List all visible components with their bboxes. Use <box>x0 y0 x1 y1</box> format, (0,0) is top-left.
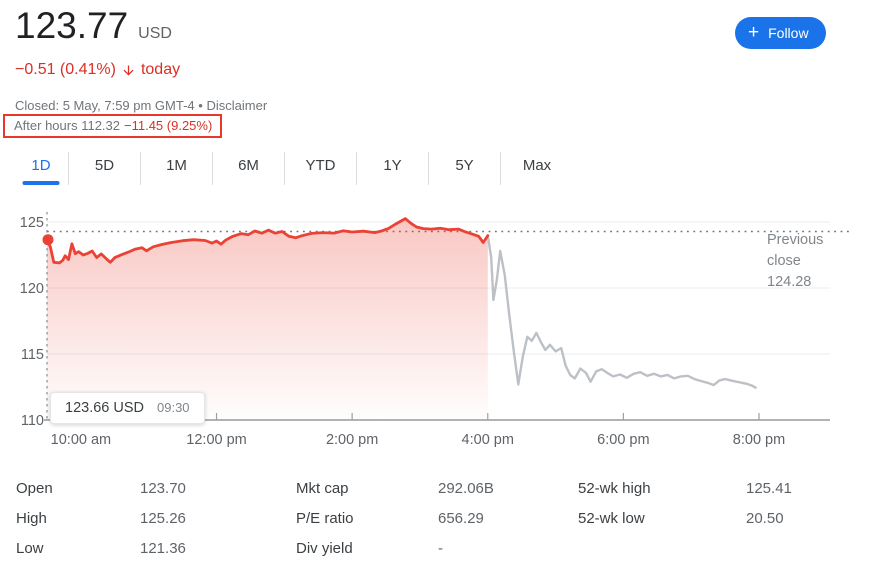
stat-label: High <box>16 509 47 527</box>
regular-hours-area <box>47 218 488 420</box>
current-price: 123.77 USD <box>15 5 172 47</box>
stat-value: 121.36 <box>140 539 186 557</box>
market-closed-text: Closed: 5 May, 7:59 pm GMT-4 <box>15 98 195 113</box>
tooltip-time: 09:30 <box>157 400 190 415</box>
tab-label: 1Y <box>383 157 402 174</box>
stat-label: Low <box>16 539 44 557</box>
price-change-value: −0.51 (0.41%) <box>15 61 116 78</box>
stat-label: P/E ratio <box>296 509 354 527</box>
tab-1d[interactable]: 1D <box>14 152 69 185</box>
x-tick-label: 12:00 pm <box>186 432 246 448</box>
after-hours-line <box>486 234 757 389</box>
stat-value: 123.70 <box>140 479 186 497</box>
x-tick-label: 8:00 pm <box>733 432 785 448</box>
follow-button-label: Follow <box>768 25 809 41</box>
tab-label: 5D <box>94 157 115 174</box>
tab-5d[interactable]: 5D <box>69 152 141 185</box>
follow-button[interactable]: + Follow <box>735 17 826 49</box>
x-tick-label: 4:00 pm <box>462 432 514 448</box>
stat-label: 52-wk high <box>578 479 651 497</box>
stat-label: Div yield <box>296 539 353 557</box>
stat-value: 292.06B <box>438 479 494 497</box>
price-currency: USD <box>138 25 172 42</box>
previous-close-value: 124.28 <box>767 274 812 290</box>
stat-value: 125.41 <box>746 479 792 497</box>
x-tick-label: 10:00 am <box>51 432 111 448</box>
y-tick-label: 115 <box>21 347 44 363</box>
price-value: 123.77 <box>15 5 129 46</box>
market-status-line: Closed: 5 May, 7:59 pm GMT-4 • Disclaime… <box>15 98 267 113</box>
tab-label: 6M <box>238 157 259 174</box>
tab-1m[interactable]: 1M <box>141 152 213 185</box>
y-tick-label: 120 <box>20 281 44 297</box>
start-point-dot <box>42 234 54 246</box>
stat-label: 52-wk low <box>578 509 645 527</box>
x-tick-label: 6:00 pm <box>597 432 649 448</box>
regular-hours-line <box>45 217 490 265</box>
previous-close-label: Previous close 124.28 <box>767 230 842 293</box>
previous-close-word2: close <box>767 253 801 269</box>
tab-ytd[interactable]: YTD <box>285 152 357 185</box>
arrow-down-icon <box>121 63 136 78</box>
tab-label: Max <box>522 157 552 174</box>
tab-label: 1M <box>166 157 187 174</box>
previous-close-word1: Previous <box>767 232 824 248</box>
after-hours-price: After hours 112.32 <box>14 118 120 133</box>
stat-value: 656.29 <box>438 509 484 527</box>
tab-1y[interactable]: 1Y <box>357 152 429 185</box>
plus-icon: + <box>748 21 760 43</box>
stat-label: Open <box>16 479 53 497</box>
after-hours-change: −11.45 (9.25%) <box>124 118 213 133</box>
after-hours-annotation-box: After hours 112.32 −11.45 (9.25%) <box>3 114 223 138</box>
price-change-line: −0.51 (0.41%) today <box>15 61 180 79</box>
stat-label: Mkt cap <box>296 479 349 497</box>
key-stats-table: Open 123.70 Mkt cap 292.06B 52-wk high 125.41… <box>16 473 868 563</box>
tab-label: 1D <box>31 157 51 174</box>
bullet-separator: • <box>198 98 203 113</box>
stat-value: 125.26 <box>140 509 186 527</box>
chart-tooltip: 123.66 USD 09:30 <box>50 392 205 424</box>
time-range-tabs: 1D 5D 1M 6M YTD 1Y 5Y Max <box>14 152 573 185</box>
tab-label: YTD <box>305 157 336 174</box>
price-change-period: today <box>140 61 181 78</box>
x-tick-label: 2:00 pm <box>326 432 378 448</box>
tab-5y[interactable]: 5Y <box>429 152 501 185</box>
y-tick-label: 125 <box>20 215 44 231</box>
chart-area: 110 115 120 125 10:00 am 12:00 pm 2:00 pm 4:00 … <box>0 195 884 457</box>
tab-6m[interactable]: 6M <box>213 152 285 185</box>
stat-value: - <box>438 539 443 557</box>
active-tab-indicator <box>22 181 60 185</box>
tab-label: 5Y <box>455 157 474 174</box>
y-tick-label: 110 <box>21 413 44 429</box>
stat-value: 20.50 <box>746 509 784 527</box>
tab-max[interactable]: Max <box>501 152 573 185</box>
price-chart[interactable]: 110 115 120 125 10:00 am 12:00 pm 2:00 pm 4:00 … <box>0 195 884 457</box>
tooltip-price: 123.66 USD <box>65 400 144 416</box>
disclaimer-link[interactable]: Disclaimer <box>206 98 268 113</box>
